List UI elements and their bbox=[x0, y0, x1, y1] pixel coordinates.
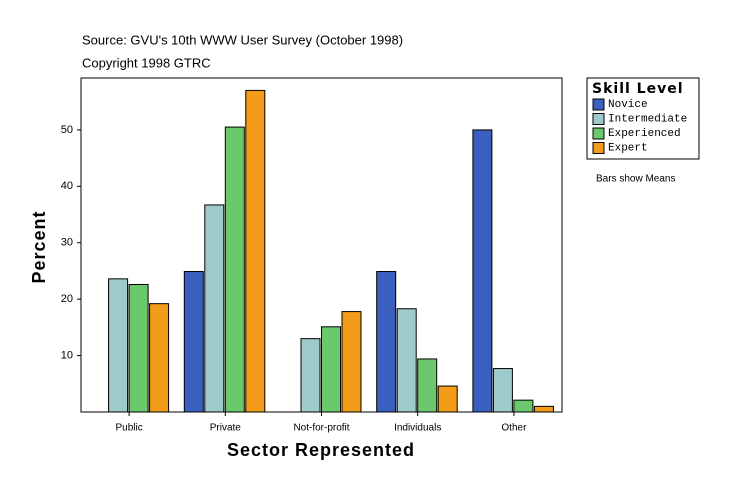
x-tick-label: Public bbox=[115, 423, 142, 434]
y-tick-label: 50 bbox=[61, 124, 73, 136]
x-tick-label: Private bbox=[210, 423, 242, 434]
y-tick-label: 20 bbox=[61, 293, 73, 305]
y-tick-label: 30 bbox=[61, 237, 73, 249]
y-tick-label: 40 bbox=[61, 180, 73, 192]
bar bbox=[108, 278, 129, 413]
chart-title: Source: GVU's 10th WWW User Survey (Octo… bbox=[82, 32, 403, 47]
bar bbox=[513, 399, 534, 413]
bar bbox=[149, 303, 170, 413]
y-tick-label: 10 bbox=[61, 349, 73, 361]
note: Bars show Means bbox=[596, 174, 675, 185]
legend-title: Skill Level bbox=[592, 81, 684, 97]
bar bbox=[492, 368, 513, 413]
legend-label: Intermediate bbox=[608, 113, 687, 125]
bar bbox=[245, 89, 266, 413]
legend-swatch bbox=[592, 127, 605, 140]
bar bbox=[341, 311, 362, 413]
legend-swatch bbox=[592, 113, 605, 125]
bar bbox=[437, 385, 458, 413]
bar bbox=[321, 326, 341, 413]
legend-box bbox=[586, 77, 700, 160]
bar bbox=[417, 358, 438, 413]
chart-subtitle: Copyright 1998 GTRC bbox=[82, 55, 211, 70]
bar bbox=[300, 338, 321, 413]
bar bbox=[533, 405, 554, 413]
x-axis-title: Sector Represented bbox=[227, 440, 415, 460]
legend-swatch bbox=[592, 98, 605, 111]
legend-label: Experienced bbox=[608, 128, 681, 140]
bar bbox=[204, 204, 225, 413]
bar bbox=[224, 126, 245, 413]
bar bbox=[472, 129, 493, 413]
y-axis-title: Percent bbox=[29, 210, 49, 283]
bar bbox=[396, 308, 417, 413]
legend-label: Expert bbox=[608, 142, 648, 154]
x-tick-label: Individuals bbox=[394, 423, 441, 434]
x-tick-label: Other bbox=[501, 423, 527, 434]
bar bbox=[183, 271, 204, 413]
bar bbox=[128, 283, 149, 413]
legend-label: Novice bbox=[608, 99, 648, 111]
legend-swatch bbox=[592, 142, 605, 154]
bar bbox=[376, 271, 397, 413]
x-tick-label: Not-for-profit bbox=[293, 423, 349, 434]
